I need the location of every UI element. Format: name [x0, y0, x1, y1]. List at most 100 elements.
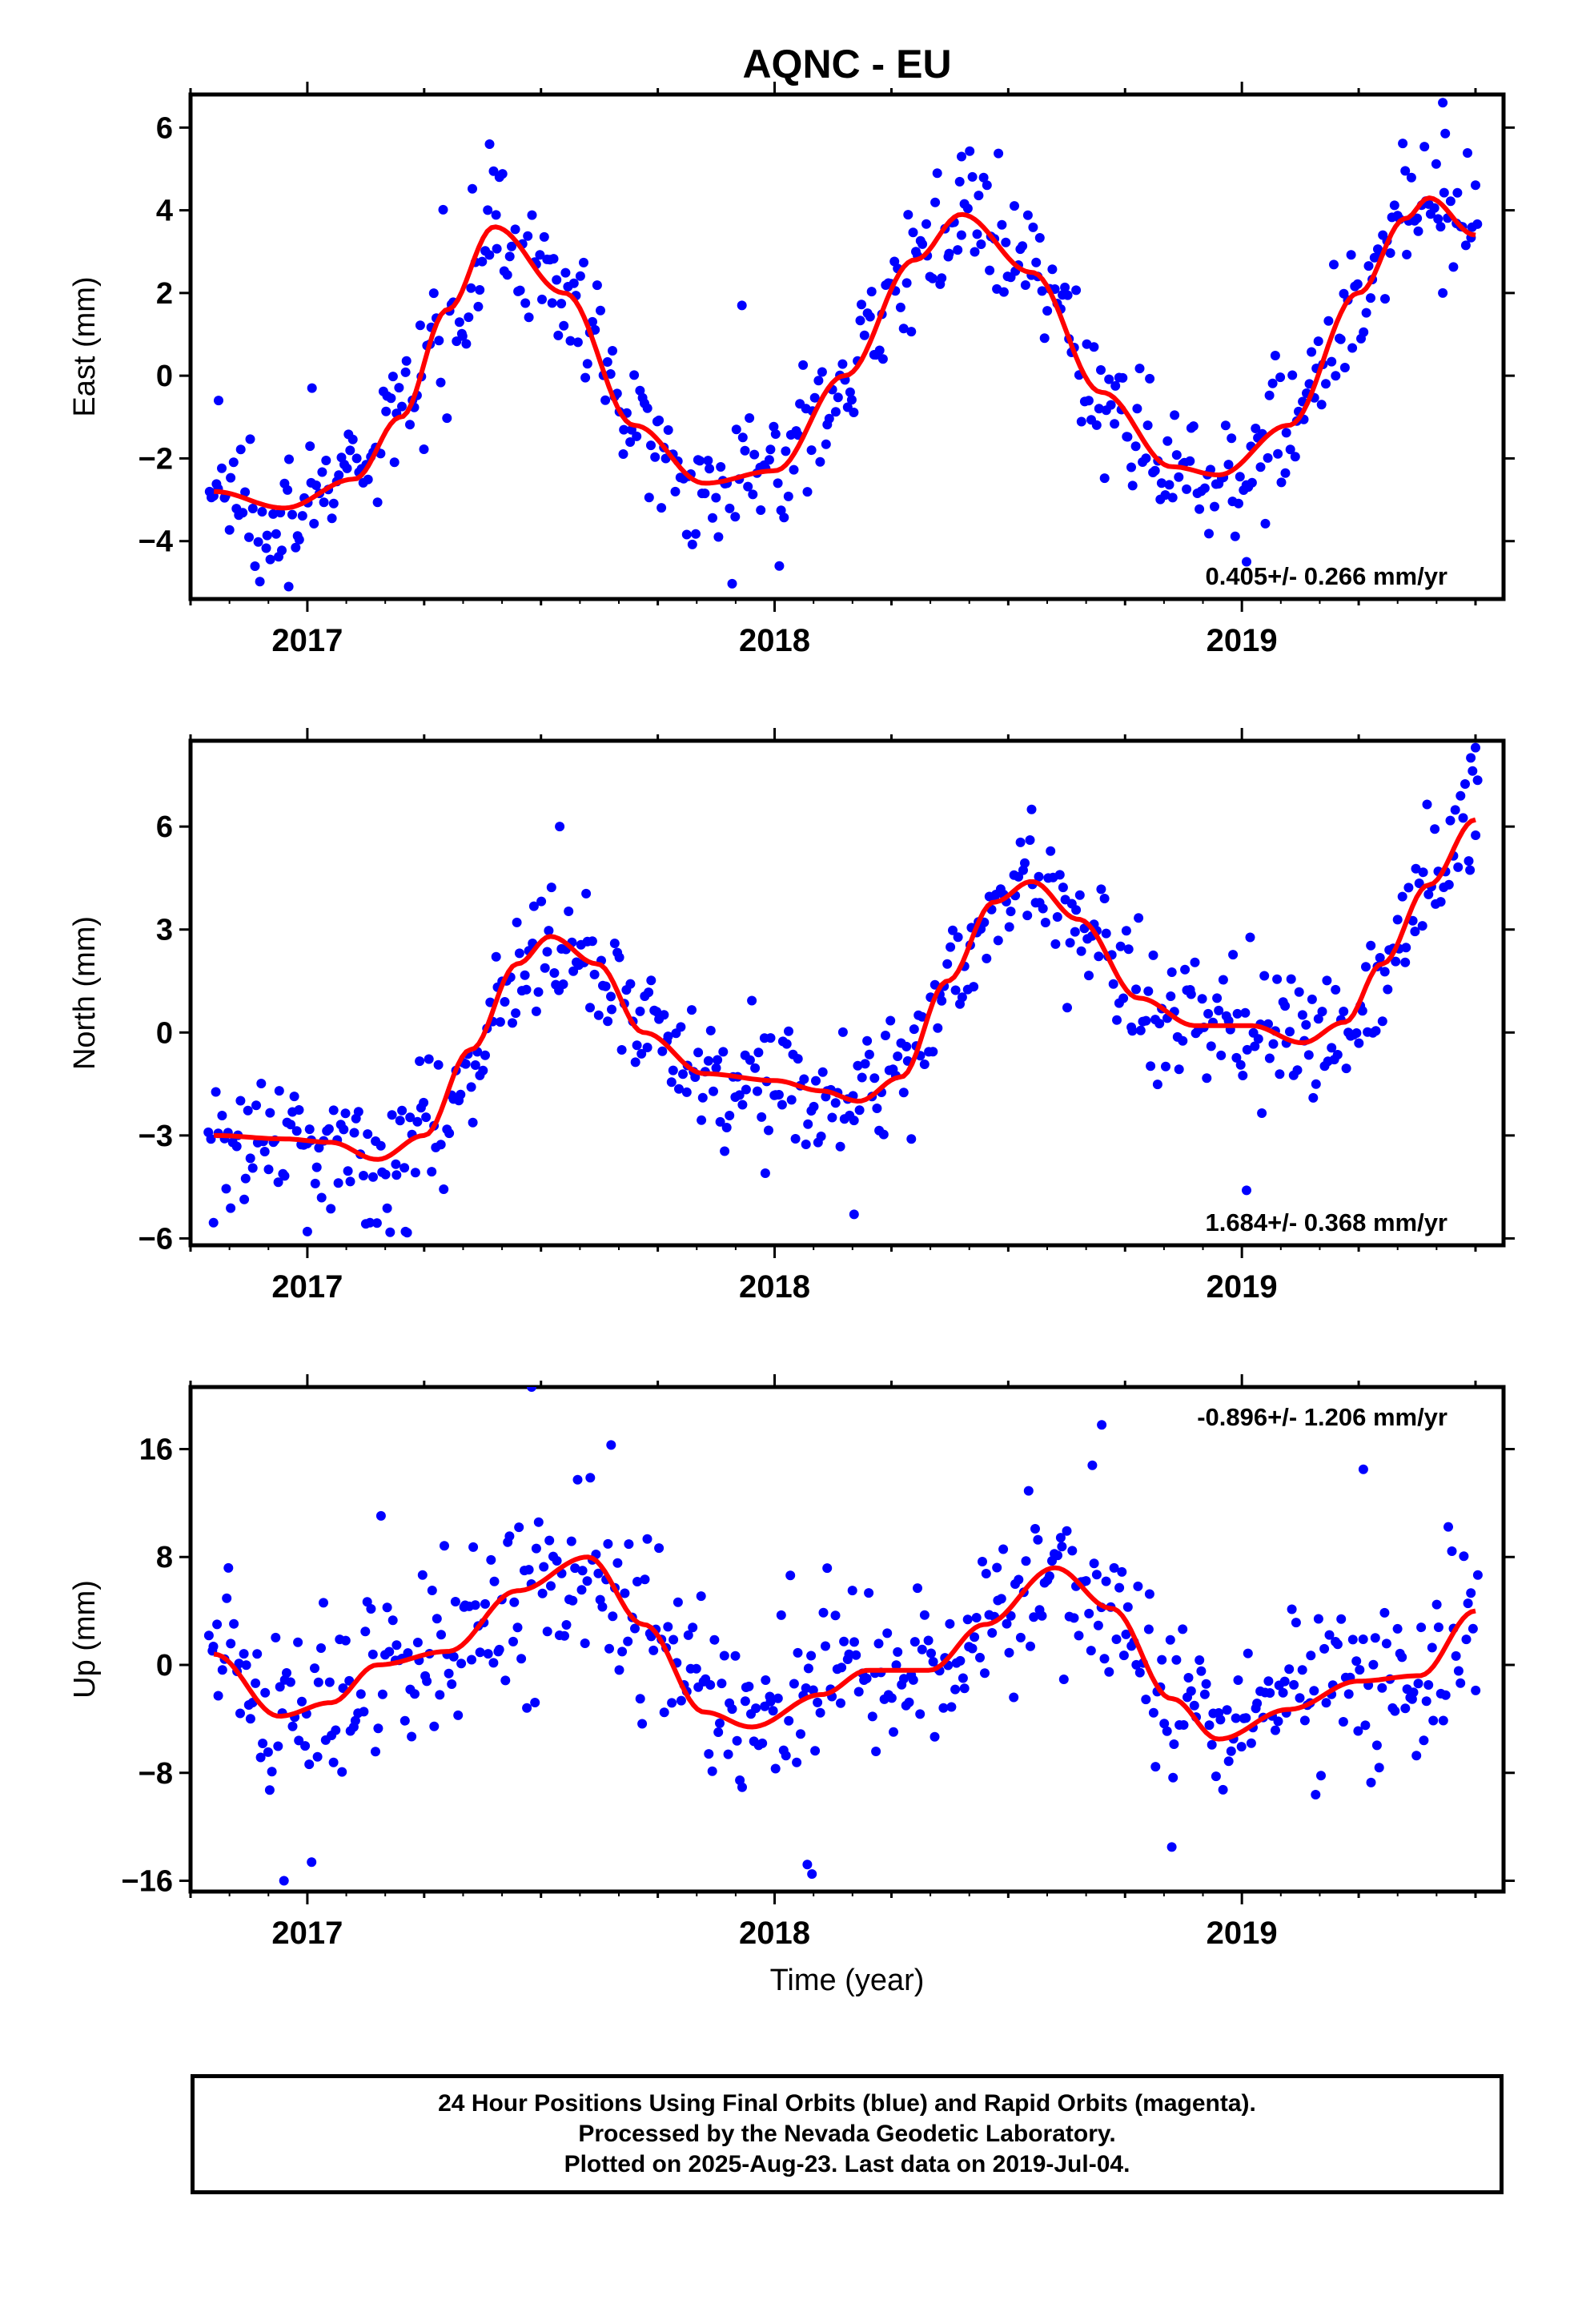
east-point: [1285, 444, 1295, 455]
north-point: [630, 1057, 640, 1068]
north-point: [786, 1095, 797, 1105]
up-point: [630, 1623, 640, 1634]
north-point: [397, 1105, 408, 1116]
north-point: [521, 984, 532, 995]
east-point: [703, 456, 713, 466]
north-point: [1026, 804, 1037, 814]
east-point: [415, 320, 425, 331]
east-point: [1361, 308, 1371, 318]
east-point: [590, 324, 600, 335]
east-point: [454, 317, 464, 328]
east-point: [783, 491, 793, 501]
east-point: [654, 415, 665, 425]
north-point: [862, 1035, 873, 1046]
north-point: [1286, 974, 1296, 984]
up-xtick-label: 2019: [1207, 1916, 1278, 1951]
up-point: [580, 1638, 590, 1648]
up-point: [1411, 1751, 1422, 1761]
east-point: [866, 287, 877, 297]
up-point: [223, 1562, 234, 1573]
up-point: [1122, 1602, 1133, 1612]
north-point: [1311, 1079, 1321, 1089]
east-point: [917, 239, 928, 249]
north-point: [456, 1089, 466, 1100]
up-point: [893, 1647, 903, 1657]
north-point: [1392, 915, 1403, 925]
north-point: [1096, 884, 1106, 895]
up-point: [522, 1703, 532, 1713]
up-point: [273, 1741, 283, 1751]
east-point: [937, 273, 947, 283]
east-point: [691, 529, 701, 539]
north-point: [323, 1124, 334, 1134]
east-point: [1280, 468, 1291, 478]
up-point: [604, 1643, 614, 1654]
up-point: [818, 1607, 829, 1618]
east-point: [510, 224, 520, 235]
east-point: [809, 392, 820, 403]
up-point: [1222, 1705, 1232, 1715]
up-point: [1451, 1651, 1461, 1661]
north-point: [1054, 870, 1065, 880]
east-point: [247, 504, 258, 513]
up-point: [226, 1638, 236, 1649]
east-point: [749, 449, 760, 460]
east-point: [1018, 241, 1028, 251]
up-point: [606, 1440, 616, 1450]
up-point: [1413, 1679, 1423, 1689]
north-point: [721, 1123, 732, 1132]
up-point: [489, 1576, 500, 1586]
north-point: [1250, 1041, 1260, 1051]
up-point: [1347, 1634, 1358, 1645]
east-point: [1132, 404, 1142, 414]
north-point: [333, 1178, 343, 1188]
up-point: [1023, 1486, 1034, 1496]
north-point: [1464, 856, 1474, 866]
north-point: [508, 1018, 517, 1028]
up-point: [287, 1721, 298, 1731]
up-point: [803, 1663, 813, 1674]
up-point: [1157, 1655, 1167, 1665]
up-point: [889, 1727, 898, 1737]
up-point: [1466, 1588, 1476, 1598]
east-point: [1130, 441, 1141, 452]
east-point: [756, 505, 766, 515]
up-point: [1351, 1656, 1362, 1667]
east-point: [830, 407, 841, 417]
east-point: [921, 219, 931, 229]
up-point: [806, 1651, 817, 1661]
east-point: [1142, 420, 1153, 431]
up-point: [252, 1649, 263, 1659]
north-fit-line: [214, 817, 1476, 1162]
east-point: [1273, 448, 1283, 459]
east-point: [833, 392, 843, 403]
up-point: [704, 1749, 714, 1759]
east-point: [865, 312, 875, 322]
up-point: [1097, 1420, 1107, 1430]
up-point: [673, 1597, 683, 1607]
east-point: [1267, 378, 1278, 388]
up-ytick-label: −16: [122, 1865, 173, 1899]
up-point: [1141, 1695, 1151, 1705]
north-point: [713, 1055, 723, 1065]
east-point: [773, 478, 783, 489]
east-point: [1247, 477, 1257, 488]
east-point: [1472, 219, 1483, 229]
east-point: [1307, 347, 1317, 357]
north-rate-label: 1.684+/- 0.368 mm/yr: [1206, 1208, 1447, 1236]
north-point: [1257, 1108, 1267, 1118]
east-point: [731, 424, 741, 435]
north-point: [1379, 967, 1390, 977]
up-point: [663, 1622, 673, 1632]
up-point: [1370, 1633, 1380, 1643]
east-xtick-label: 2017: [271, 623, 343, 658]
east-point: [261, 543, 271, 553]
north-point: [1146, 1061, 1156, 1072]
east-point: [214, 396, 223, 406]
up-point: [617, 1647, 628, 1657]
east-point: [596, 305, 605, 316]
east-point: [906, 327, 917, 337]
up-point: [1117, 1566, 1127, 1577]
up-point: [1195, 1655, 1205, 1665]
east-point: [291, 542, 301, 553]
